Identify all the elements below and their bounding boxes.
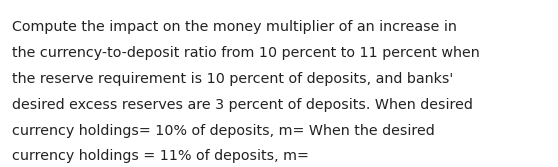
Text: currency holdings= 10% of deposits, m= When the desired: currency holdings= 10% of deposits, m= W…: [12, 124, 435, 138]
Text: currency holdings = 11% of deposits, m=: currency holdings = 11% of deposits, m=: [12, 149, 309, 163]
Text: desired excess reserves are 3 percent of deposits. When desired: desired excess reserves are 3 percent of…: [12, 98, 473, 112]
Text: the currency-to-deposit ratio from 10 percent to 11 percent when: the currency-to-deposit ratio from 10 pe…: [12, 46, 480, 60]
Text: the reserve requirement is 10 percent of deposits, and banks': the reserve requirement is 10 percent of…: [12, 72, 454, 86]
Text: Compute the impact on the money multiplier of an increase in: Compute the impact on the money multipli…: [12, 20, 457, 34]
